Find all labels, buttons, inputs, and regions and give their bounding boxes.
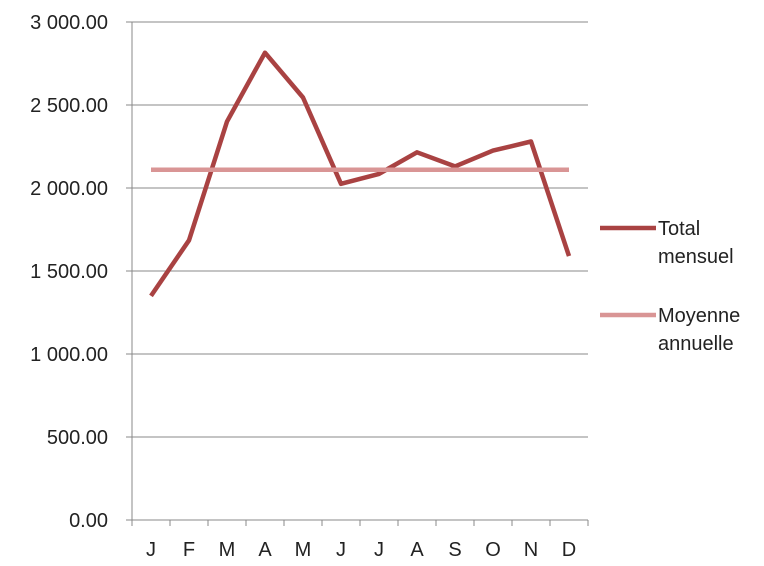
x-axis-tick-label: S bbox=[448, 539, 461, 561]
legend-label: Moyenne annuelle bbox=[658, 305, 740, 355]
x-axis-tick-label: J bbox=[374, 539, 384, 561]
x-axis-tick-label: M bbox=[295, 539, 312, 561]
x-axis-tick-label: N bbox=[524, 539, 538, 561]
x-axis-tick-label: J bbox=[146, 539, 156, 561]
x-axis-tick-label: J bbox=[336, 539, 346, 561]
legend-label: Total mensuel bbox=[658, 218, 734, 268]
y-axis-tick-label: 2 500.00 bbox=[30, 95, 108, 117]
x-axis-tick-label: A bbox=[410, 539, 424, 561]
series-lines bbox=[149, 50, 572, 298]
y-axis-tick-label: 3 000.00 bbox=[30, 12, 108, 34]
y-axis-tick-label: 500.00 bbox=[47, 427, 108, 449]
x-axis-tick-label: F bbox=[183, 539, 195, 561]
y-axis-tick-label: 1 000.00 bbox=[30, 344, 108, 366]
y-axis-tick-label: 1 500.00 bbox=[30, 261, 108, 283]
gridlines bbox=[132, 21, 588, 438]
x-axis-tick-label: M bbox=[219, 539, 236, 561]
series-line-total-mensuel bbox=[149, 50, 572, 298]
y-axis-tick-label: 0.00 bbox=[69, 510, 108, 532]
x-axis-tick-label: A bbox=[258, 539, 272, 561]
axes bbox=[126, 21, 589, 526]
y-axis-tick-label: 2 000.00 bbox=[30, 178, 108, 200]
legend: Total mensuel Moyenne annuelle bbox=[600, 218, 740, 355]
x-axis-tick-label: O bbox=[485, 539, 501, 561]
y-axis-tick-labels: 0.00 500.00 1 000.00 1 500.00 2 000.00 2 500.… bbox=[30, 12, 108, 532]
x-axis-tick-label: D bbox=[562, 539, 576, 561]
